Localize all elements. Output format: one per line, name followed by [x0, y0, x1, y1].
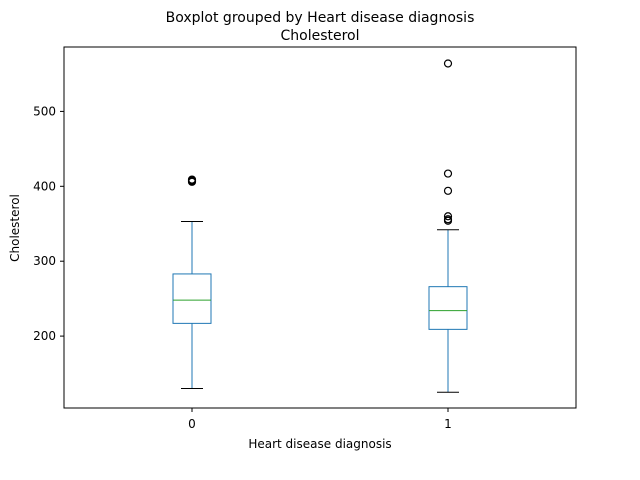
y-tick-label: 400	[33, 179, 56, 193]
outlier-point	[443, 169, 453, 178]
y-axis-label: Cholesterol	[8, 194, 22, 262]
chart-title: Boxplot grouped by Heart disease diagnos…	[166, 10, 475, 26]
plot-area: 200 300 400 500 0 1	[33, 59, 468, 431]
outlier-point	[187, 175, 197, 184]
y-tick-label: 200	[33, 329, 56, 343]
box-iqr	[428, 286, 468, 330]
outlier-point	[443, 59, 453, 68]
outlier-point	[443, 215, 453, 224]
x-tick-label: 0	[188, 417, 196, 431]
y-tick-label: 300	[33, 254, 56, 268]
y-tick-label: 500	[33, 104, 56, 118]
axes-frame	[63, 46, 577, 409]
chart-subtitle: Cholesterol	[280, 28, 359, 44]
box-iqr	[172, 273, 212, 324]
outlier-point	[443, 212, 453, 221]
x-tick-label: 1	[444, 417, 452, 431]
x-axis-label: Heart disease diagnosis	[248, 437, 391, 451]
outlier-point	[443, 186, 453, 195]
